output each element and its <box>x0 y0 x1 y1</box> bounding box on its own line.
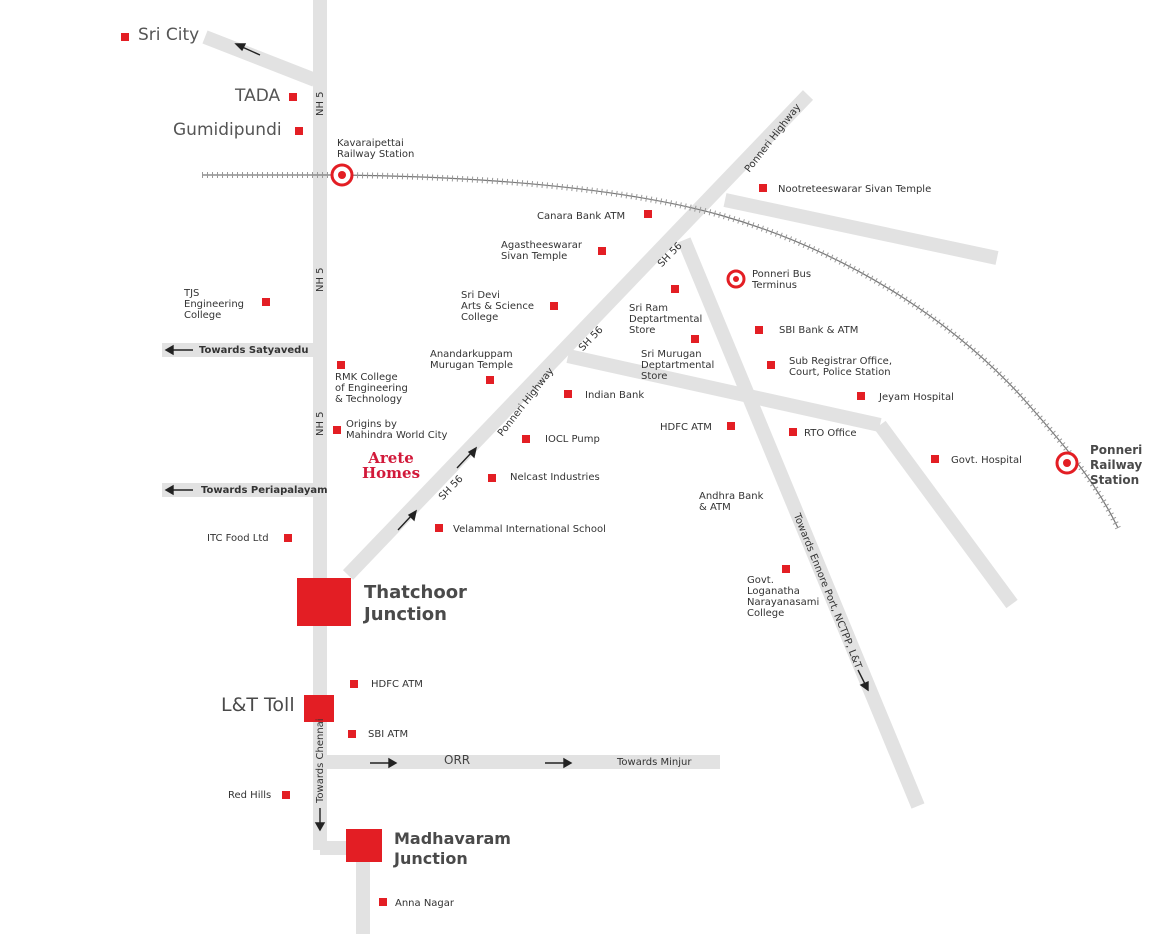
hdfc-atm-mid-marker <box>727 422 735 430</box>
anandarkuppam-marker <box>486 376 494 384</box>
label-anandarkuppam: Anandarkuppam Murugan Temple <box>430 349 513 371</box>
itc-marker <box>284 534 292 542</box>
label-nh5-mid: NH 5 <box>315 267 326 292</box>
ponneri-bus-terminus-icon <box>726 269 746 289</box>
label-nh5-low: NH 5 <box>315 411 326 436</box>
label-govt-hospital: Govt. Hospital <box>951 455 1022 466</box>
sbi-atm-marker <box>348 730 356 738</box>
label-nh5-top: NH 5 <box>315 91 326 116</box>
ponneri-railway-station-icon <box>1055 451 1079 475</box>
iocl-marker <box>522 435 530 443</box>
tada-marker <box>289 93 297 101</box>
rto-marker <box>789 428 797 436</box>
arete-homes-brand: Arete Homes <box>362 449 421 482</box>
label-towards-satyavedu: Towards Satyavedu <box>199 345 309 356</box>
label-andhra-bank: Andhra Bank & ATM <box>699 491 764 513</box>
label-nelcast: Nelcast Industries <box>510 472 600 483</box>
label-towards-chennai: Towards Chennai <box>315 718 326 803</box>
label-sbi-atm: SBI ATM <box>368 729 409 740</box>
label-tada: TADA <box>235 86 281 106</box>
sri-devi-marker <box>550 302 558 310</box>
label-madhavaram-junction: Madhavaram Junction <box>394 829 511 868</box>
jeyam-marker <box>857 392 865 400</box>
label-sri-ram: Sri Ram Deptartmental Store <box>629 303 703 336</box>
label-agastheeswarar: Agastheeswarar Sivan Temple <box>501 240 582 262</box>
label-hdfc-atm-mid: HDFC ATM <box>660 422 712 433</box>
indian-bank-marker <box>564 390 572 398</box>
label-origins: Origins by Mahindra World City <box>346 419 448 441</box>
label-jeyam: Jeyam Hospital <box>879 392 954 403</box>
label-gumidipundi: Gumidipundi <box>173 120 282 140</box>
hdfc-atm-south-marker <box>350 680 358 688</box>
kavaraipettai-station-icon <box>330 163 354 187</box>
label-lt-toll: L&T Toll <box>221 694 295 716</box>
label-sub-registrar: Sub Registrar Office, Court, Police Stat… <box>789 356 893 378</box>
nootreteeswarar-marker <box>759 184 767 192</box>
label-towards-periapalayam: Towards Periapalayam <box>201 485 328 496</box>
sub-registrar-marker <box>767 361 775 369</box>
canara-marker <box>644 210 652 218</box>
label-rmk: RMK College of Engineering & Technology <box>335 372 408 405</box>
madhavaram-junction-marker <box>346 829 382 862</box>
govt-college-marker <box>782 565 790 573</box>
label-red-hills: Red Hills <box>228 790 272 801</box>
sbi-bank-marker <box>755 326 763 334</box>
label-rto: RTO Office <box>804 428 857 439</box>
label-kavaraipettai: Kavaraipettai Railway Station <box>337 138 415 160</box>
label-anna-nagar: Anna Nagar <box>395 898 455 909</box>
rmk-marker <box>337 361 345 369</box>
sri-ram-marker <box>671 285 679 293</box>
label-govt-college: Govt. Loganatha Narayanasami College <box>747 575 820 619</box>
label-thatchoor-junction: Thatchoor Junction <box>364 582 467 625</box>
road-ennore <box>677 237 925 809</box>
label-sbi-bank: SBI Bank & ATM <box>779 325 859 336</box>
label-velammal: Velammal International School <box>453 524 606 535</box>
label-hdfc-atm-south: HDFC ATM <box>371 679 423 690</box>
label-itc: ITC Food Ltd <box>207 533 269 544</box>
govt-hospital-marker <box>931 455 939 463</box>
label-orr: ORR <box>444 753 471 767</box>
red-hills-marker <box>282 791 290 799</box>
label-iocl: IOCL Pump <box>545 434 600 445</box>
label-ponneri-station: Ponneri Railway Station <box>1090 443 1143 487</box>
velammal-marker <box>435 524 443 532</box>
label-sri-city: Sri City <box>138 25 200 45</box>
sri-murugan-marker <box>691 335 699 343</box>
agastheeswarar-marker <box>598 247 606 255</box>
sh56-road <box>342 90 814 580</box>
lt-toll-marker <box>304 695 334 722</box>
railway-ties <box>202 172 1121 530</box>
anna-nagar-marker <box>379 898 387 906</box>
tjs-marker <box>262 298 270 306</box>
label-tjs: TJS Engineering College <box>184 288 244 321</box>
label-sri-murugan: Sri Murugan Deptartmental Store <box>641 349 715 382</box>
sri-city-marker <box>121 33 129 41</box>
label-canara: Canara Bank ATM <box>537 211 626 222</box>
road-sri-city <box>202 30 318 87</box>
label-sri-devi: Sri Devi Arts & Science College <box>461 290 535 323</box>
label-nootreteeswarar: Nootreteeswarar Sivan Temple <box>778 184 932 195</box>
gumidipundi-marker <box>295 127 303 135</box>
label-ponneri-bus: Ponneri Bus Terminus <box>752 269 812 291</box>
label-towards-minjur: Towards Minjur <box>617 757 692 768</box>
label-indian-bank: Indian Bank <box>585 390 645 401</box>
nelcast-marker <box>488 474 496 482</box>
thatchoor-junction-marker <box>297 578 351 626</box>
origins-marker <box>333 426 341 434</box>
